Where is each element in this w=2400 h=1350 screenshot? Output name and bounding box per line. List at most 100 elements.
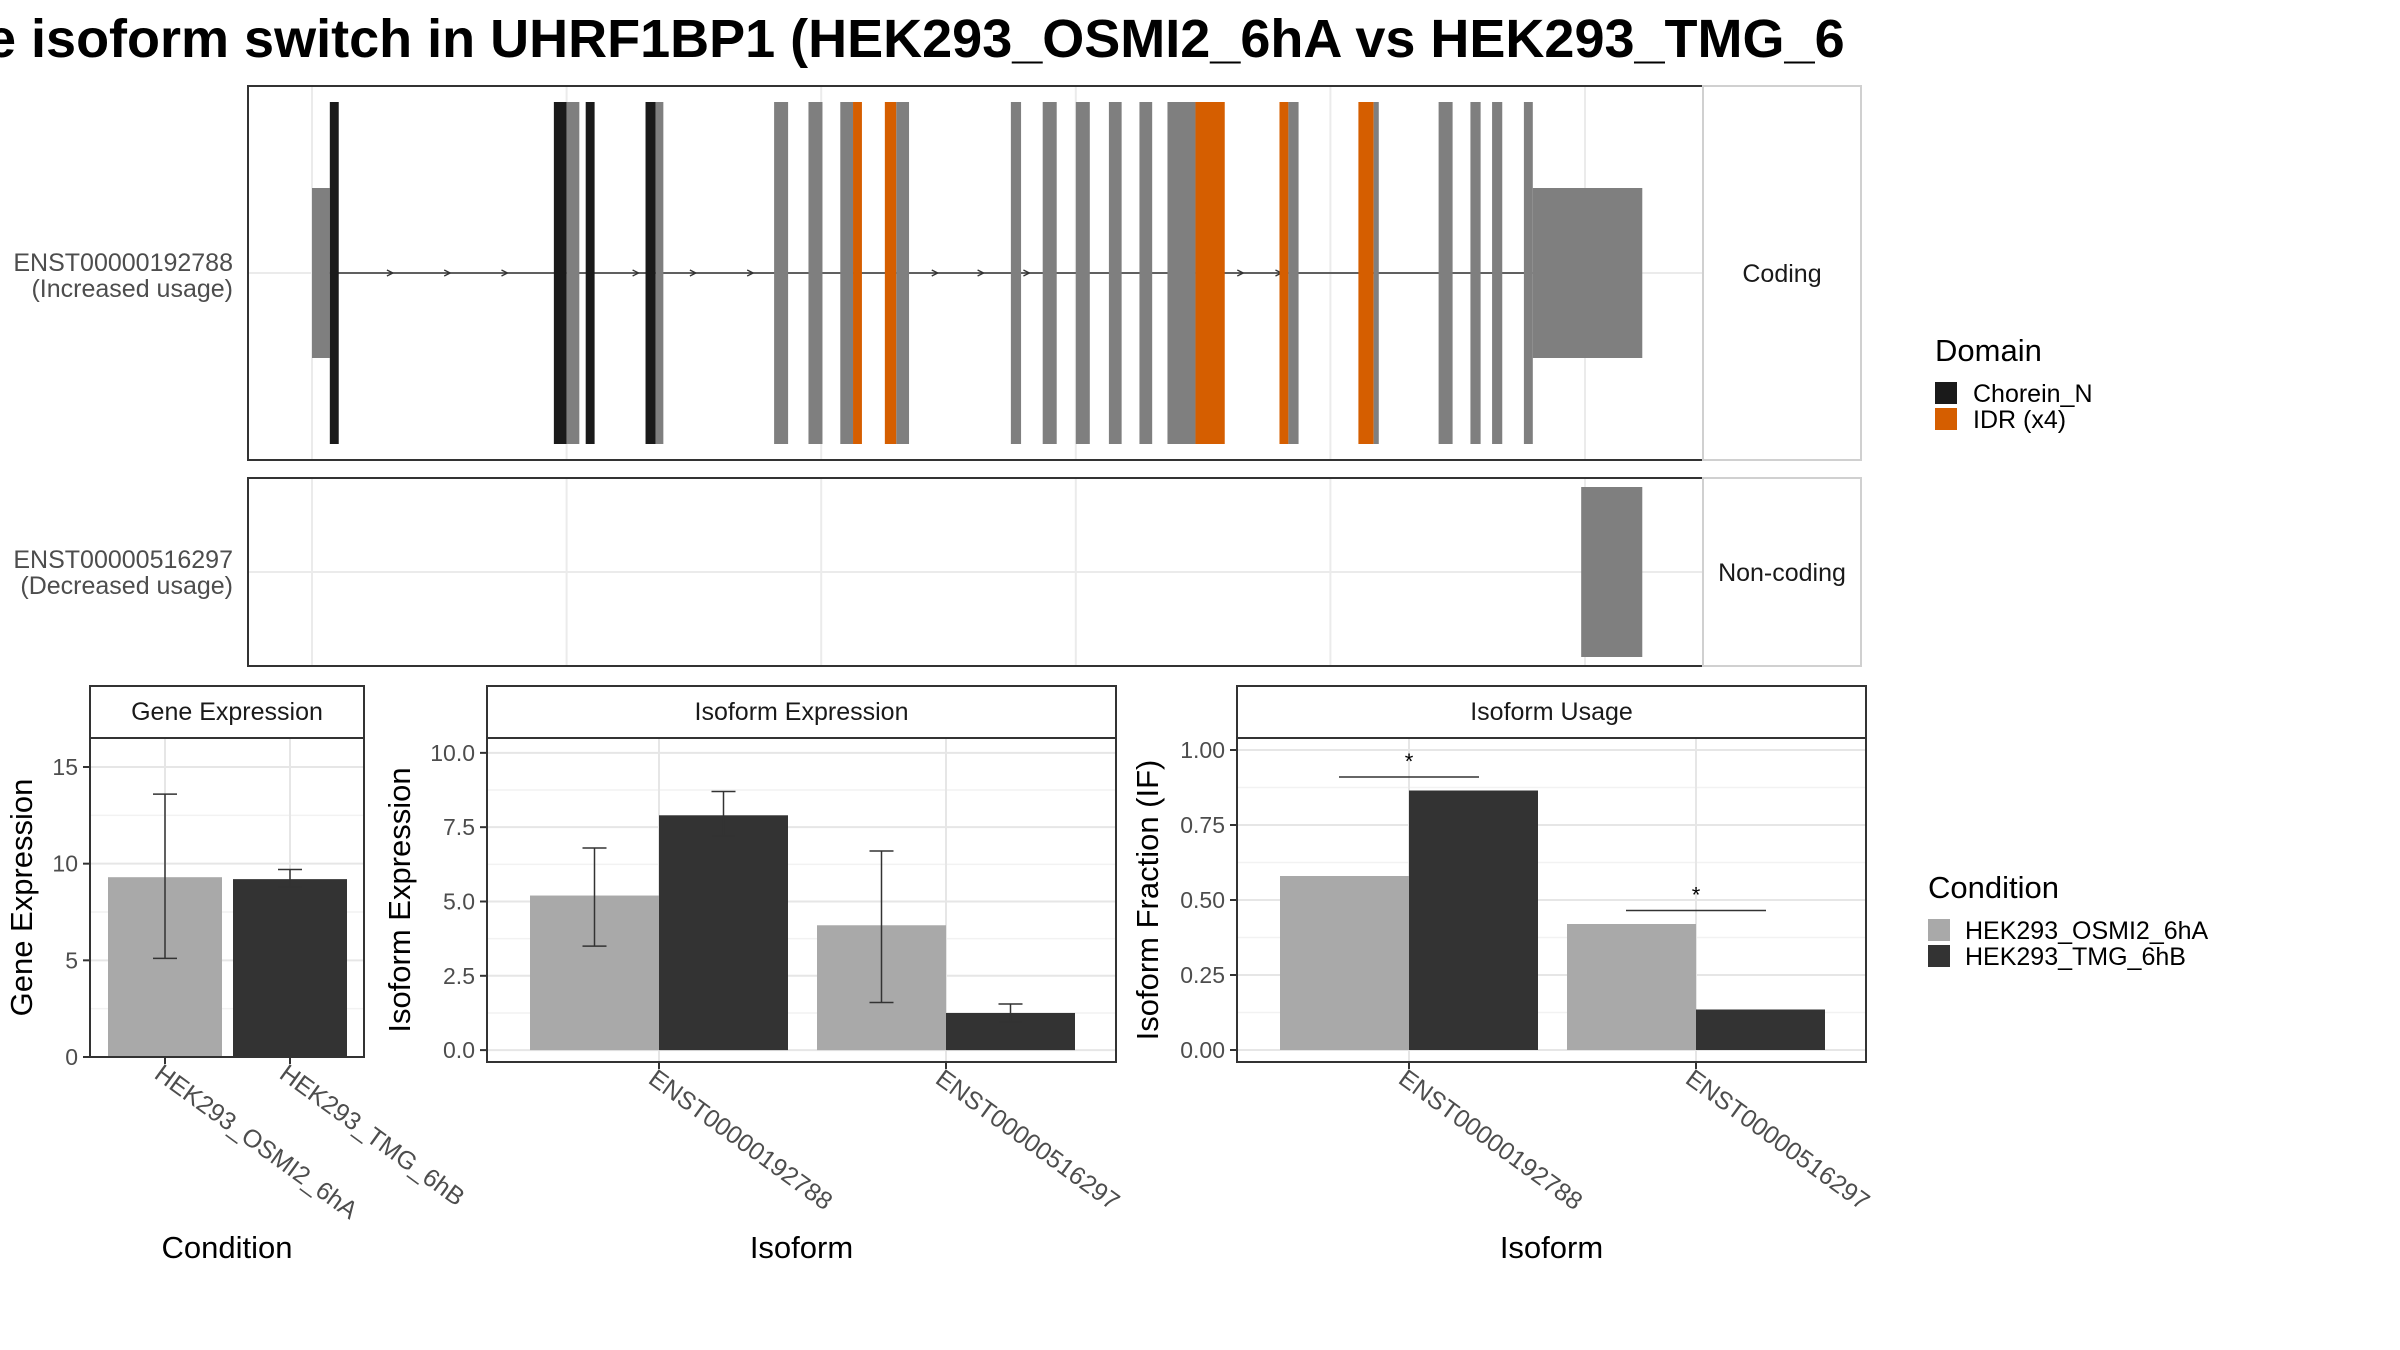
bar <box>1280 876 1409 1050</box>
strip-box <box>1702 477 1862 667</box>
strand-arrow <box>1023 269 1031 277</box>
strand-arrow <box>931 269 940 277</box>
exon <box>566 102 580 444</box>
exon-marks <box>312 102 1643 444</box>
bar <box>1567 924 1696 1050</box>
exon-domain-idr <box>853 102 862 444</box>
legend-label-tmg: HEK293_TMG_6hB <box>1965 943 2186 971</box>
domain-legend-title: Domain <box>1935 333 2042 368</box>
strand-arrow <box>443 269 452 277</box>
exon <box>1492 102 1503 444</box>
x-tick-label: ENST00000192788 <box>643 1064 837 1216</box>
y-axis-title: Isoform Fraction (IF) <box>1130 760 1165 1041</box>
strand-arrow <box>977 269 986 277</box>
exon <box>1523 102 1533 444</box>
strand-arrow <box>632 269 641 277</box>
isoform-expression-chart: Isoform Expression 0.0 2.5 5.0 7.5 10.0 ENST00… <box>382 685 1125 1265</box>
exon <box>1010 102 1022 444</box>
x-axis-title: Isoform <box>1500 1230 1603 1265</box>
exon <box>1139 102 1153 444</box>
strip-label-noncoding: Non-coding <box>1718 559 1846 587</box>
y-tick-label: 2.5 <box>443 963 475 989</box>
legend-key-chorein <box>1935 382 1957 404</box>
legend-key-osmi2 <box>1928 919 1950 941</box>
exon <box>1042 102 1057 444</box>
transcript-label-line1: ENST00000192788 <box>13 249 233 277</box>
y-tick-label: 0.50 <box>1180 887 1225 913</box>
exon <box>840 102 854 444</box>
bar <box>659 815 788 1051</box>
x-tick-label: ENST00000192788 <box>1393 1064 1587 1216</box>
strand-arrow <box>689 269 698 277</box>
exon <box>312 188 330 358</box>
significance-star: * <box>1692 883 1701 908</box>
exon <box>896 102 910 444</box>
exon <box>808 102 823 444</box>
legend-label-chorein: Chorein_N <box>1973 380 2093 408</box>
y-tick-label: 0.25 <box>1180 962 1225 988</box>
strand-arrow <box>746 269 755 277</box>
exon-domain-idr <box>1195 102 1225 444</box>
y-tick-label: 0.0 <box>443 1037 475 1063</box>
exon <box>1581 487 1643 657</box>
transcript-row-noncoding: Non-coding ENST00000516297 (Decreased us… <box>13 477 1862 667</box>
legend-label-idr: IDR (x4) <box>1973 406 2066 434</box>
exon <box>1438 102 1453 444</box>
y-tick-label: 1.00 <box>1180 737 1225 763</box>
exon-domain-idr <box>884 102 897 444</box>
panel-border <box>486 737 1117 1063</box>
figure-title: e isoform switch in UHRF1BP1 (HEK293_OSM… <box>0 9 1845 69</box>
isoform-usage-chart: Isoform Usage * * 0.00 0.25 0.50 0.75 1.00 ENST0… <box>1130 685 1875 1265</box>
y-tick-label: 15 <box>52 754 78 780</box>
y-axis-title: Gene Expression <box>4 779 39 1017</box>
x-tick-label: HEK293_OSMI2_6hA <box>149 1059 362 1225</box>
domain-legend: Domain Chorein_N IDR (x4) <box>1935 333 2093 434</box>
exon <box>1167 102 1196 444</box>
exon <box>1373 102 1379 444</box>
legend-key-tmg <box>1928 945 1950 967</box>
exon-domain-idr <box>1279 102 1289 444</box>
exon-marks <box>1581 487 1643 657</box>
y-tick-label: 0.00 <box>1180 1037 1225 1063</box>
legend-label-osmi2: HEK293_OSMI2_6hA <box>1965 917 2209 945</box>
x-axis-title: Condition <box>162 1230 293 1265</box>
y-tick-label: 0 <box>65 1044 78 1070</box>
y-axis-title: Isoform Expression <box>382 767 417 1032</box>
exon <box>1075 102 1090 444</box>
x-tick-label: ENST00000516297 <box>1680 1064 1874 1216</box>
bar <box>1409 790 1538 1050</box>
x-tick-label: ENST00000516297 <box>930 1064 1124 1216</box>
legend-key-idr <box>1935 408 1957 430</box>
exon <box>1532 188 1643 358</box>
transcript-row-coding: Coding ENST00000192788 (Increased usage) <box>13 85 1862 461</box>
transcript-label-line2: (Increased usage) <box>31 275 233 303</box>
y-tick-label: 10.0 <box>430 740 475 766</box>
y-tick-label: 5.0 <box>443 888 475 914</box>
y-tick-label: 7.5 <box>443 814 475 840</box>
transcript-structure-plot: Coding ENST00000192788 (Increased usage)… <box>13 85 1862 667</box>
transcript-label-line2: (Decreased usage) <box>20 572 233 600</box>
panel-border <box>89 737 365 1058</box>
y-tick-label: 5 <box>65 947 78 973</box>
bar <box>233 879 347 1057</box>
strand-arrow <box>386 269 395 277</box>
exon-domain-chorein-n <box>553 102 567 444</box>
y-tick-label: 0.75 <box>1180 812 1225 838</box>
exon <box>1288 102 1299 444</box>
exon <box>1108 102 1122 444</box>
condition-legend-title: Condition <box>1928 870 2059 905</box>
exon-domain-chorein-n <box>645 102 656 444</box>
exon-domain-chorein-n <box>329 102 339 444</box>
strip-box <box>1702 85 1862 461</box>
significance-star: * <box>1405 749 1414 774</box>
transcript-label-line1: ENST00000516297 <box>13 546 233 574</box>
strand-arrow <box>501 269 509 277</box>
condition-legend: Condition HEK293_OSMI2_6hA HEK293_TMG_6h… <box>1928 870 2209 971</box>
strip-label: Isoform Expression <box>695 698 909 726</box>
strand-arrow <box>1236 269 1245 277</box>
x-axis-title: Isoform <box>750 1230 853 1265</box>
strip-label-coding: Coding <box>1742 260 1821 288</box>
exon-domain-idr <box>1358 102 1374 444</box>
strip-label: Isoform Usage <box>1470 698 1633 726</box>
